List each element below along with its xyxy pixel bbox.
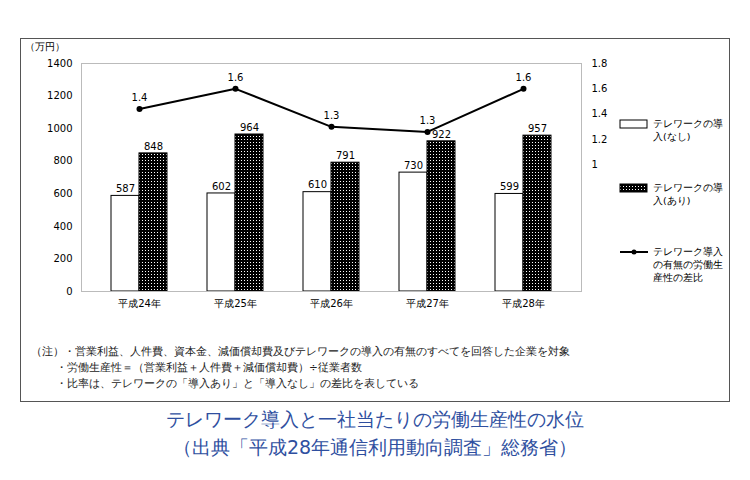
html-text:テレワーク導入と一社当たりの労働生産性の水位: テレワーク導入と一社当たりの労働生産性の水位	[166, 408, 584, 430]
svg-text:1.3: 1.3	[324, 110, 340, 121]
svg-text:1400: 1400	[47, 58, 72, 69]
svg-text:922: 922	[432, 129, 451, 140]
svg-text:1.3: 1.3	[420, 115, 436, 126]
svg-text:平成28年: 平成28年	[502, 298, 545, 309]
svg-text:964: 964	[240, 122, 259, 133]
svg-text:平成24年: 平成24年	[118, 298, 161, 309]
svg-text:1.4: 1.4	[592, 108, 608, 119]
html-text:テレワークの導入(あり): テレワークの導入(あり)	[653, 182, 723, 206]
svg-text:1.4: 1.4	[132, 92, 148, 103]
html-text:（注）・営業利益、人件費、資本金、減価償却費及びテレワークの: （注）・営業利益、人件費、資本金、減価償却費及びテレワークの導入の有無のすべてを…	[31, 345, 570, 357]
svg-text:1: 1	[592, 159, 598, 170]
svg-text:1000: 1000	[47, 123, 72, 134]
html-text:テレワーク導入の有無の労働生産性の差比: テレワーク導入の有無の労働生産性の差比	[653, 246, 723, 283]
svg-text:730: 730	[404, 160, 423, 171]
svg-text:800: 800	[53, 155, 72, 166]
svg-text:848: 848	[144, 141, 163, 152]
svg-text:599: 599	[500, 181, 519, 192]
html-text:・比率は、テレワークの「導入あり」と「導入なし」の差比を表し: ・比率は、テレワークの「導入あり」と「導入なし」の差比を表している	[56, 377, 419, 389]
svg-text:400: 400	[53, 221, 72, 232]
svg-text:平成27年: 平成27年	[406, 298, 449, 309]
svg-text:602: 602	[212, 181, 231, 192]
svg-text:1.6: 1.6	[228, 72, 244, 83]
svg-text:0: 0	[66, 286, 72, 297]
svg-text:1.8: 1.8	[592, 58, 608, 69]
svg-text:1.2: 1.2	[592, 134, 608, 145]
svg-text:平成26年: 平成26年	[310, 298, 353, 309]
svg-text:600: 600	[53, 188, 72, 199]
svg-text:1200: 1200	[47, 90, 72, 101]
svg-text:（万円）: （万円）	[25, 41, 65, 52]
html-text:テレワークの導入(なし): テレワークの導入(なし)	[653, 118, 723, 142]
svg-text:791: 791	[336, 150, 355, 161]
html-text:・労働生産性＝（営業利益＋人件費＋減価償却費）÷従業者数: ・労働生産性＝（営業利益＋人件費＋減価償却費）÷従業者数	[56, 361, 362, 373]
svg-text:1.6: 1.6	[592, 83, 608, 94]
svg-text:1.6: 1.6	[516, 72, 532, 83]
svg-text:平成25年: 平成25年	[214, 298, 257, 309]
svg-text:587: 587	[116, 183, 135, 194]
html-text:（出典「平成28年通信利用動向調査」総務省）: （出典「平成28年通信利用動向調査」総務省）	[172, 436, 578, 458]
svg-text:200: 200	[53, 253, 72, 264]
svg-text:957: 957	[528, 123, 547, 134]
svg-text:610: 610	[308, 179, 327, 190]
